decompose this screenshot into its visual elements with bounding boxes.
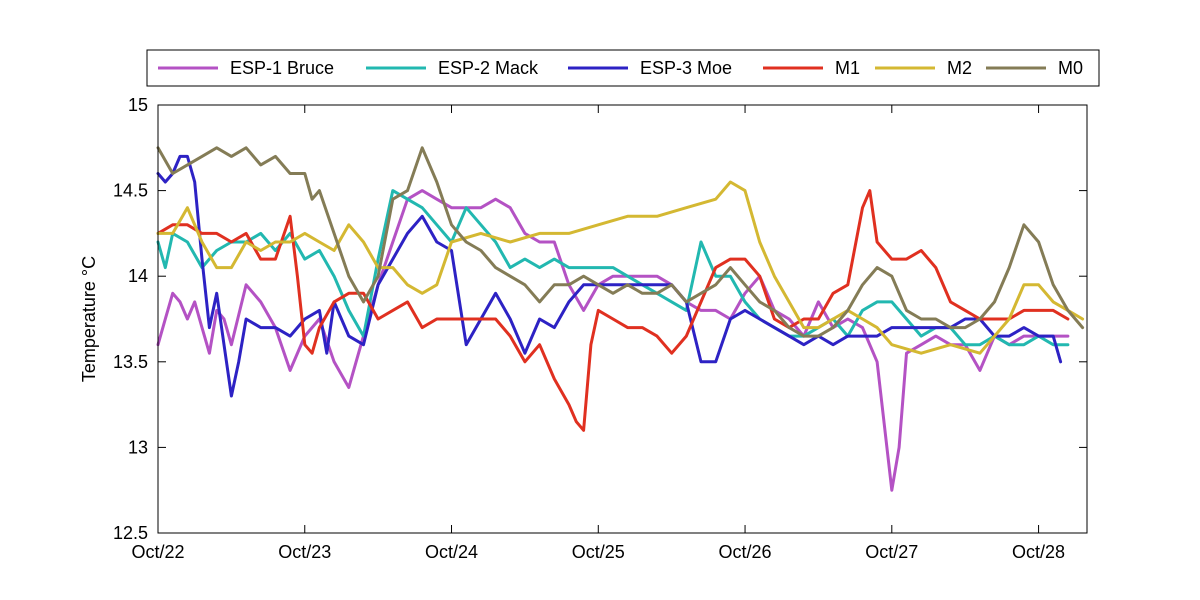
- y-tick-label: 15: [128, 95, 148, 115]
- y-tick-label: 13.5: [113, 352, 148, 372]
- legend-label: ESP-1 Bruce: [230, 58, 334, 78]
- legend-label: ESP-2 Mack: [438, 58, 539, 78]
- x-tick-label: Oct/22: [131, 542, 184, 562]
- x-tick-label: Oct/23: [278, 542, 331, 562]
- series-line-3: [156, 189, 1070, 432]
- x-tick-label: Oct/24: [425, 542, 478, 562]
- x-tick-label: Oct/26: [719, 542, 772, 562]
- y-axis-label: Temperature °C: [79, 256, 99, 382]
- x-tick-label: Oct/28: [1012, 542, 1065, 562]
- y-tick-label: 12.5: [113, 523, 148, 543]
- series-line-4: [156, 180, 1085, 355]
- legend: ESP-1 Bruce ESP-2 Mack ESP-3 Moe M1 M2 M0: [146, 49, 1100, 87]
- x-axis: Oct/22 Oct/23 Oct/24 Oct/25 Oct/26 Oct/27 Oct/…: [131, 105, 1065, 562]
- plot-frame: [157, 104, 1088, 534]
- x-tick-label: Oct/27: [865, 542, 918, 562]
- y-tick-label: 13: [128, 437, 148, 457]
- y-tick-label: 14.5: [113, 181, 148, 201]
- plot-area: [158, 105, 1087, 533]
- legend-label: M2: [947, 58, 972, 78]
- series-line-0: [156, 189, 1070, 492]
- series-line-2: [156, 154, 1063, 398]
- series-layer: [156, 146, 1085, 492]
- series-line-5: [156, 146, 1085, 338]
- legend-label: ESP-3 Moe: [640, 58, 732, 78]
- y-axis: 12.5 13 13.5 14 14.5 15: [113, 95, 1087, 543]
- y-tick-label: 14: [128, 266, 148, 286]
- legend-label: M0: [1058, 58, 1083, 78]
- legend-label: M1: [835, 58, 860, 78]
- x-tick-label: Oct/25: [572, 542, 625, 562]
